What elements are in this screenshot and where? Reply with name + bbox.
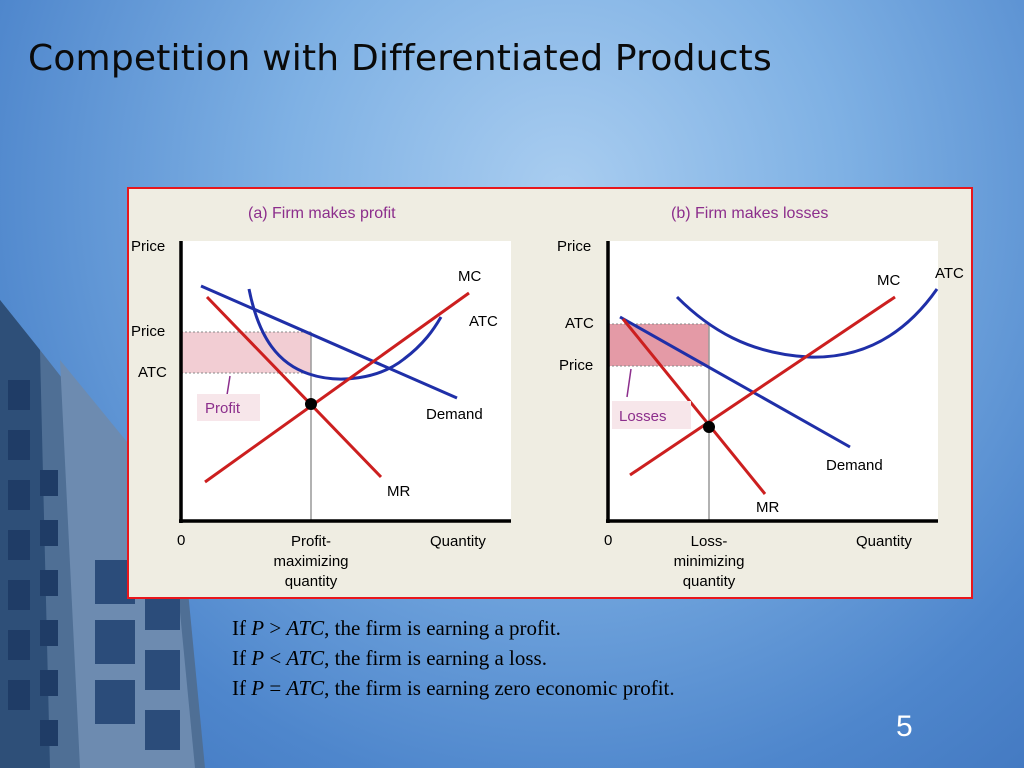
mr-curve-a	[205, 295, 383, 479]
panel-b-title: (b) Firm makes losses	[671, 205, 828, 222]
origin-label-a: 0	[177, 532, 185, 549]
quantity-label-b-line1: Loss-	[691, 533, 728, 550]
panel-b-plot-area	[608, 241, 938, 521]
statement-loss: If P < ATC, the firm is earning a loss.	[232, 643, 675, 673]
y-axis-label-a: Price	[131, 238, 165, 255]
quantity-label-a-line3: quantity	[285, 573, 338, 590]
mc-curve-a	[204, 291, 470, 484]
statement-zero-profit: If P = ATC, the firm is earning zero eco…	[232, 673, 675, 703]
statement-prefix: If	[232, 676, 252, 700]
x-axis-label-b: Quantity	[856, 533, 912, 550]
statement-price-symbol: P	[251, 646, 265, 670]
profit-label-box	[197, 394, 260, 421]
mr-label-b: MR	[756, 499, 779, 516]
price-label-a: Price	[131, 323, 165, 340]
quantity-label-a-line2: maximizing	[273, 553, 348, 570]
losses-label: Losses	[619, 408, 667, 425]
quantity-label-b-line3: quantity	[683, 573, 736, 590]
condition-statements: If P > ATC, the firm is earning a profit…	[232, 613, 675, 703]
slide-title: Competition with Differentiated Products	[28, 38, 772, 79]
statement-prefix: If	[232, 646, 252, 670]
statement-rest: , the firm is earning a profit.	[324, 616, 561, 640]
mc-curve-b	[629, 295, 896, 477]
equilibrium-point-a	[305, 398, 317, 410]
panel-a-title: (a) Firm makes profit	[248, 205, 396, 222]
price-label-b: Price	[559, 357, 593, 374]
economics-diagram: (a) Firm makes profit Price Price ATC 0 …	[131, 205, 964, 590]
atc-curve-label-a: ATC	[469, 313, 498, 330]
equilibrium-point-b	[703, 421, 715, 433]
mc-label-a: MC	[458, 268, 481, 285]
demand-curve-b	[619, 315, 851, 449]
x-axis-label-a: Quantity	[430, 533, 486, 550]
figure-panel: (a) Firm makes profit Price Price ATC 0 …	[127, 187, 973, 599]
statement-profit: If P > ATC, the firm is earning a profit…	[232, 613, 675, 643]
demand-label-b: Demand	[826, 457, 883, 474]
slide-number: 5	[896, 710, 913, 743]
y-axis-label-b: Price	[557, 238, 591, 255]
atc-label-b: ATC	[565, 315, 594, 332]
quantity-label-a-line1: Profit-	[291, 533, 331, 550]
statement-prefix: If	[232, 616, 252, 640]
profit-label: Profit	[205, 400, 241, 417]
profit-pointer	[226, 375, 231, 396]
mr-curve-b	[621, 318, 767, 495]
atc-curve-b	[675, 288, 939, 359]
statement-atc-symbol: ATC	[286, 676, 325, 700]
statement-operator: >	[264, 616, 287, 640]
statement-operator: =	[264, 676, 287, 700]
atc-curve-a	[247, 288, 443, 381]
losses-label-box	[612, 401, 691, 429]
mr-label-a: MR	[387, 483, 410, 500]
demand-curve-a	[200, 284, 458, 400]
atc-label-a: ATC	[138, 364, 167, 381]
mc-label-b: MC	[877, 272, 900, 289]
origin-label-b: 0	[604, 532, 612, 549]
statement-atc-symbol: ATC	[286, 646, 325, 670]
atc-curve-label-b: ATC	[935, 265, 964, 282]
statement-price-symbol: P	[251, 676, 265, 700]
quantity-label-b-line2: minimizing	[674, 553, 745, 570]
statement-operator: <	[264, 646, 287, 670]
statement-rest: , the firm is earning zero economic prof…	[324, 676, 675, 700]
statement-atc-symbol: ATC	[286, 616, 325, 640]
statement-price-symbol: P	[251, 616, 265, 640]
statement-rest: , the firm is earning a loss.	[324, 646, 547, 670]
losses-pointer	[626, 368, 632, 398]
demand-label-a: Demand	[426, 406, 483, 423]
